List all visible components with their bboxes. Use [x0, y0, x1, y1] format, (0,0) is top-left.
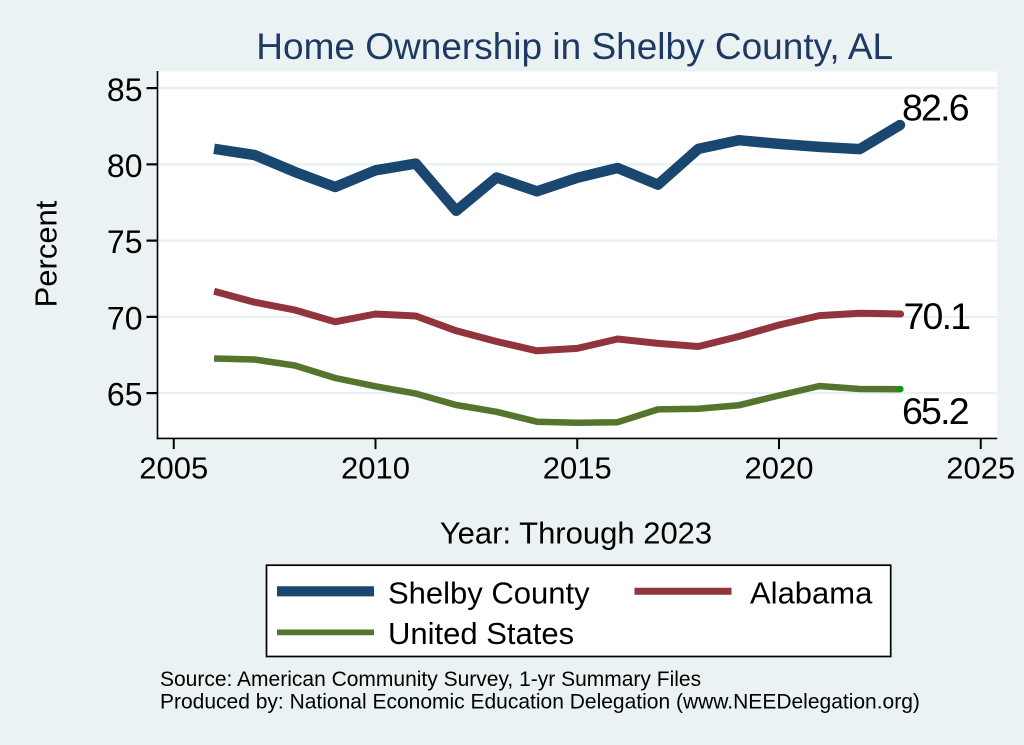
- svg-text:Shelby County: Shelby County: [388, 576, 590, 611]
- svg-text:Home Ownership in Shelby Count: Home Ownership in Shelby County, AL: [256, 26, 893, 67]
- svg-text:82.6: 82.6: [902, 86, 969, 128]
- svg-text:2010: 2010: [341, 451, 410, 486]
- svg-text:2015: 2015: [543, 451, 612, 486]
- svg-text:Produced by: National Economic: Produced by: National Economic Education…: [160, 690, 920, 713]
- svg-text:Year: Through 2023: Year: Through 2023: [440, 516, 712, 551]
- svg-text:Source: American Community Sur: Source: American Community Survey, 1-yr …: [160, 668, 701, 691]
- svg-text:Alabama: Alabama: [750, 576, 873, 611]
- svg-text:70: 70: [107, 301, 143, 337]
- svg-text:United States: United States: [388, 616, 574, 651]
- svg-text:2020: 2020: [745, 451, 814, 486]
- svg-text:65: 65: [107, 377, 143, 413]
- svg-text:85: 85: [107, 72, 143, 108]
- svg-text:2005: 2005: [139, 451, 208, 486]
- svg-text:65.2: 65.2: [902, 390, 968, 432]
- svg-text:80: 80: [107, 148, 143, 184]
- svg-text:75: 75: [107, 224, 143, 260]
- svg-text:Percent: Percent: [29, 200, 64, 307]
- svg-text:2025: 2025: [946, 451, 1015, 486]
- svg-text:70.1: 70.1: [904, 295, 971, 337]
